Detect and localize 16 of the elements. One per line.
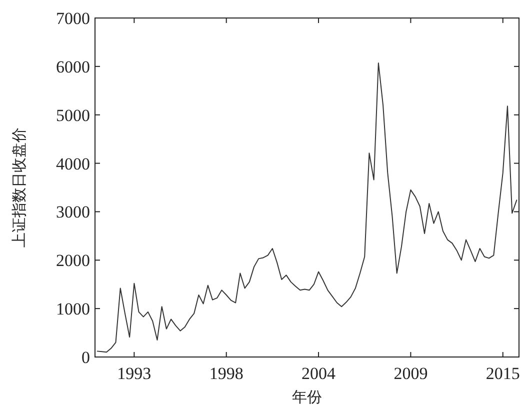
y-tick-label: 1000: [56, 300, 90, 319]
x-tick-label: 2015: [486, 364, 520, 383]
line-series: [96, 62, 518, 353]
y-axis-title: 上证指数日收盘价: [11, 128, 28, 248]
y-tick-label: 0: [82, 348, 90, 367]
x-tick-label: 1993: [117, 364, 152, 383]
y-tick-label: 5000: [56, 106, 90, 125]
x-tick-label: 2009: [394, 364, 428, 383]
y-tick-label: 4000: [56, 154, 90, 174]
x-tick-label: 2004: [302, 364, 336, 383]
x-axis-title: 年份: [292, 389, 322, 406]
y-tick-label: 7000: [56, 9, 90, 28]
y-tick-label: 3000: [56, 202, 90, 222]
y-tick-label: 6000: [56, 57, 90, 76]
y-tick-label: 2000: [56, 251, 90, 270]
x-tick-label: 1998: [209, 364, 244, 383]
